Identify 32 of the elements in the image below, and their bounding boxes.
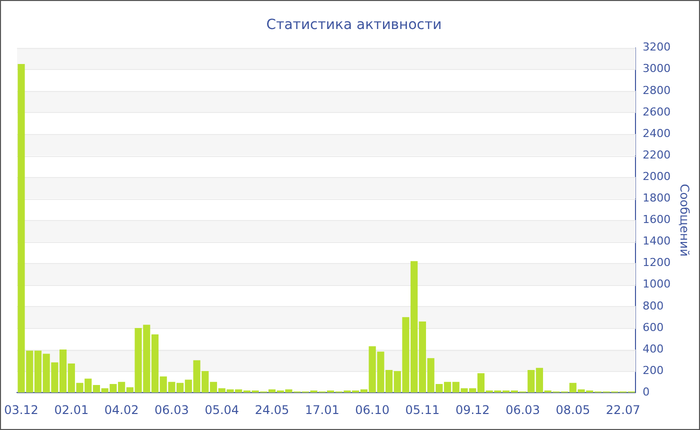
y-tick-label: 3200	[642, 40, 671, 54]
y-tick-label: 1200	[642, 256, 671, 270]
x-tick-label: 06.03	[506, 402, 540, 417]
y-tick-label: 2600	[642, 105, 671, 118]
y-tick-label: 600	[642, 320, 664, 334]
y-tick-label: 400	[642, 342, 664, 356]
x-tick-label: 05.11	[405, 402, 440, 417]
y-tick-label: 3000	[642, 62, 671, 76]
y-tick-label: 1800	[642, 192, 671, 205]
x-tick-label: 03.12	[4, 402, 38, 417]
y-tick-label: 1600	[642, 213, 671, 226]
y-axis-title: Сообщений	[678, 184, 692, 256]
x-tick-label: 06.03	[154, 402, 189, 417]
y-tick-label: 1400	[642, 234, 671, 248]
y-tick-label: 2000	[642, 170, 671, 183]
y-tick-label: 1000	[642, 278, 671, 291]
y-tick-label: 800	[642, 299, 664, 312]
x-tick-label: 05.04	[204, 402, 240, 417]
x-tick-label: 08.05	[556, 402, 590, 417]
x-tick-label: 24.05	[254, 402, 290, 417]
chart-title: Статистика активности	[266, 17, 442, 34]
y-tick-label: 2200	[642, 148, 671, 162]
y-tick-label: 2800	[642, 84, 671, 97]
x-tick-label: 04.02	[104, 402, 139, 417]
x-tick-label: 06.10	[355, 402, 390, 417]
x-tick-label: 09.12	[455, 402, 490, 417]
x-tick-label: 17.01	[304, 402, 340, 417]
y-tick-label: 0	[642, 385, 650, 398]
y-tick-label: 2400	[642, 126, 671, 140]
y-tick-label: 200	[642, 364, 664, 377]
x-tick-label: 22.07	[606, 402, 640, 417]
x-tick-label: 02.01	[54, 402, 89, 417]
